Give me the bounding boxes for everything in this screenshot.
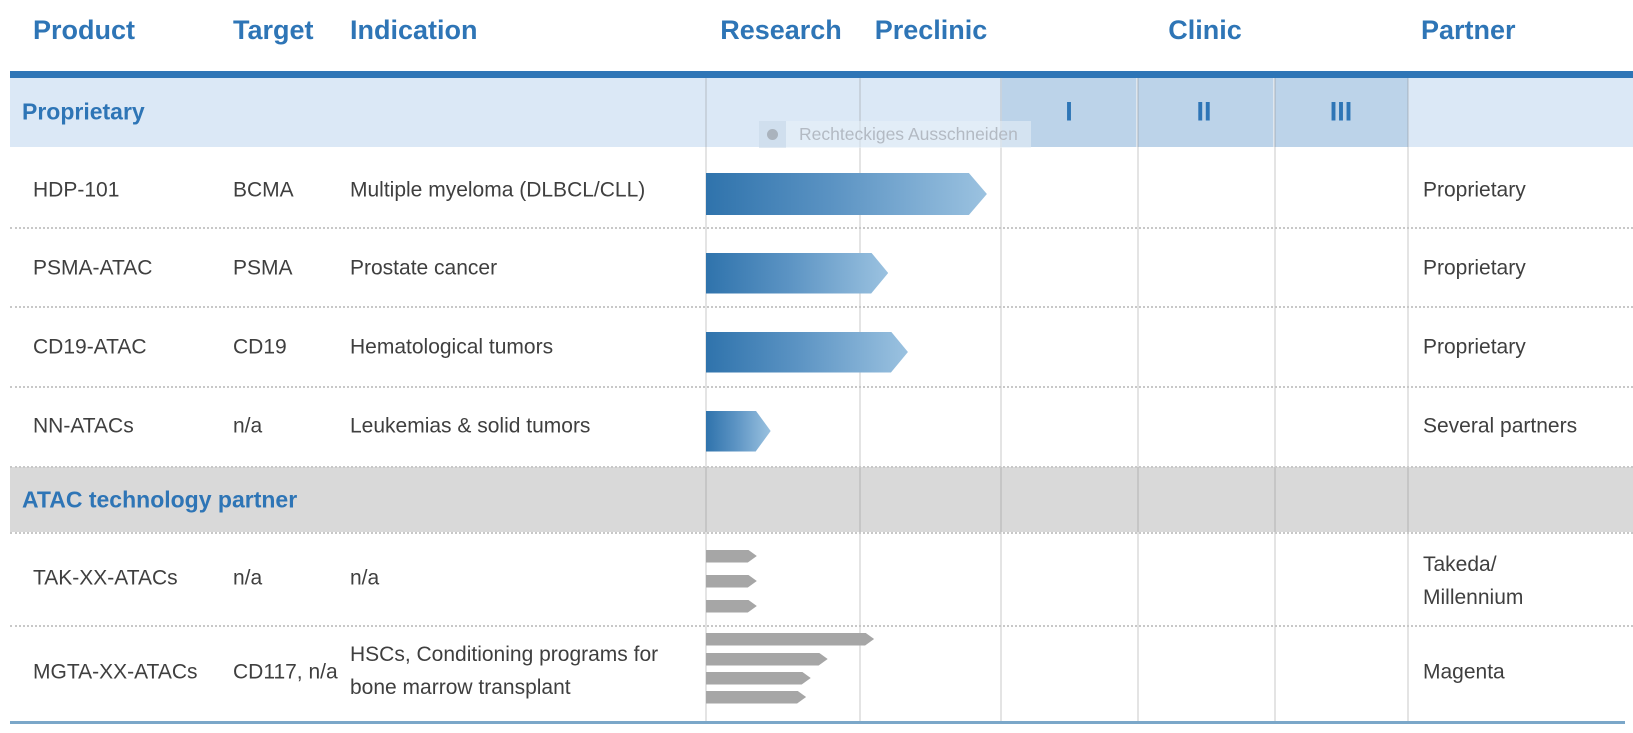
partner-cell: Magenta [1423, 660, 1505, 684]
column-header-preclinic: Preclinic [874, 15, 988, 45]
product-cell: MGTA-XX-ATACs [33, 660, 198, 684]
pipeline-bar-mgta-xx-atacs [706, 672, 811, 685]
pipeline-bar-tak-xx-atacs [706, 550, 757, 563]
indication-cell: Prostate cancer [350, 256, 498, 280]
snipping-tool-watermark: Rechteckiges Ausschneiden [759, 121, 1031, 148]
watermark-label: Rechteckiges Ausschneiden [786, 121, 1031, 148]
partner-cell: Proprietary [1423, 335, 1526, 359]
clinic-phase1-label: I [1065, 96, 1073, 127]
pipeline-bar-psma-atac [706, 253, 888, 294]
clinic-phase2-label: II [1196, 96, 1212, 127]
indication-cell: Multiple myeloma (DLBCL/CLL) [350, 178, 646, 202]
row-separator [10, 227, 1633, 229]
target-cell: CD19 [233, 335, 287, 359]
section-header-atac-partner: ATAC technology partner [22, 486, 298, 513]
pipeline-bar-cd19-atac [706, 332, 908, 373]
partner-section-band [10, 467, 1633, 532]
pipeline-bar-mgta-xx-atacs [706, 633, 874, 646]
target-cell: n/a [233, 414, 263, 438]
column-header-clinic: Clinic [1168, 15, 1242, 45]
product-cell: PSMA-ATAC [33, 256, 153, 280]
pipeline-bar-tak-xx-atacs [706, 600, 757, 613]
clinic-phase3-label: III [1329, 96, 1353, 127]
target-cell: n/a [233, 566, 263, 590]
product-cell: NN-ATACs [33, 414, 134, 438]
row-separator [10, 386, 1633, 388]
partner-cell: Takeda/ Millennium [1423, 553, 1524, 609]
product-cell: HDP-101 [33, 178, 120, 202]
phase-cell-separator [1273, 78, 1275, 147]
partner-cell: Proprietary [1423, 178, 1526, 202]
indication-cell: n/a [350, 566, 380, 590]
row-separator [10, 306, 1633, 308]
partner-cell: Proprietary [1423, 256, 1526, 280]
product-cell: TAK-XX-ATACs [33, 566, 178, 590]
column-header-target: Target [233, 15, 314, 45]
gridline-preclinic-start [859, 78, 861, 721]
indication-cell: HSCs, Conditioning programs for bone mar… [350, 643, 659, 699]
clinic-phase2-cell [1138, 78, 1273, 147]
column-header-product: Product [33, 15, 136, 45]
gridline-clinic2-start [1137, 78, 1139, 721]
pipeline-bar-tak-xx-atacs [706, 575, 757, 588]
product-cell: CD19-ATAC [33, 335, 147, 359]
gridline-clinic3-start [1274, 78, 1276, 721]
column-header-research: Research [720, 15, 842, 45]
pipeline-bar-mgta-xx-atacs [706, 653, 828, 666]
indication-cell: Hematological tumors [350, 335, 554, 359]
row-separator [10, 625, 1633, 627]
row-separator [10, 532, 1633, 534]
pipeline-bar-mgta-xx-atacs [706, 691, 806, 704]
target-cell: BCMA [233, 178, 294, 202]
gridline-research-start [705, 78, 707, 721]
header-divider-rule [10, 71, 1633, 78]
pipeline-bar-nn-atacs [706, 411, 771, 452]
gridline-partner-start [1407, 78, 1409, 721]
target-cell: CD117, n/a [233, 660, 338, 684]
pipeline-bar-hdp-101 [706, 173, 987, 215]
indication-cell: Leukemias & solid tumors [350, 414, 591, 438]
bottom-rule [10, 721, 1625, 724]
circle-dot-icon [767, 129, 778, 140]
target-cell: PSMA [233, 256, 293, 280]
partner-cell: Several partners [1423, 414, 1578, 438]
row-separator [10, 466, 1633, 468]
clinic-phase3-cell [1275, 78, 1408, 147]
section-header-proprietary: Proprietary [22, 98, 145, 125]
phase-cell-separator [1136, 78, 1138, 147]
column-header-indication: Indication [350, 15, 478, 45]
column-header-partner: Partner [1421, 15, 1516, 45]
watermark-mode-icon-box [759, 121, 786, 148]
gridline-clinic1-start [1000, 78, 1002, 721]
